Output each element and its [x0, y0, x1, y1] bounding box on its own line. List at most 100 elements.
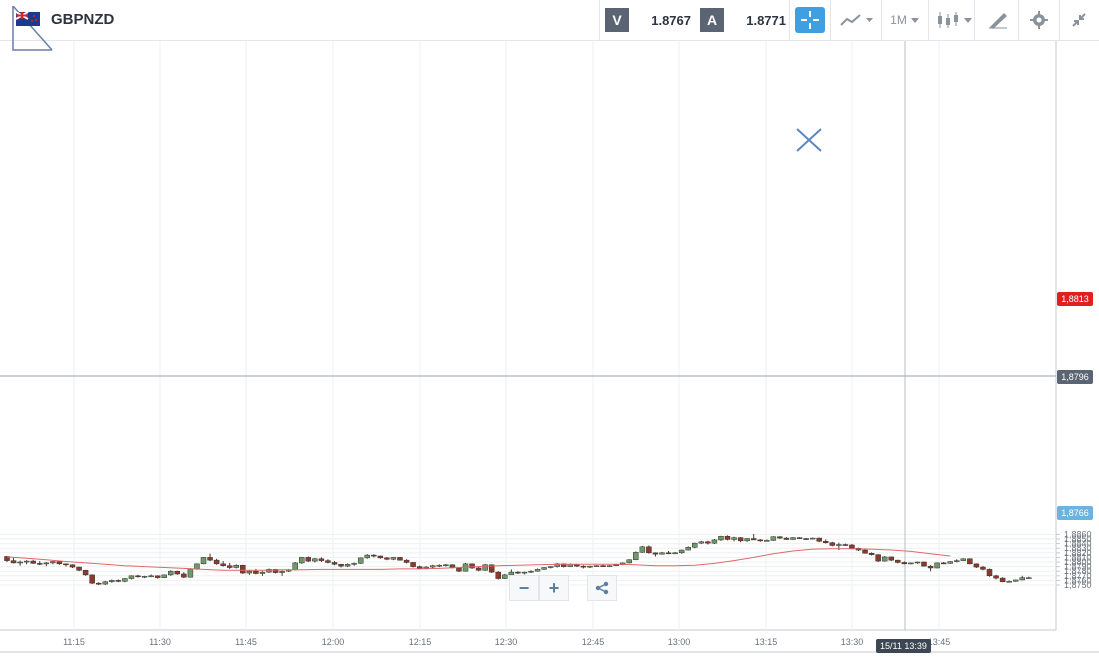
minus-icon: − — [518, 577, 530, 598]
bull-candle — [246, 570, 253, 574]
bull-candle — [731, 537, 737, 540]
chevron-down-icon — [910, 18, 919, 23]
x-tick-label: 12:45 — [582, 637, 605, 647]
bull-candle — [711, 539, 718, 544]
bear-candle — [783, 537, 790, 540]
crosshair-time-label: 15/11 13:39 — [876, 639, 931, 653]
bull-candle — [809, 537, 816, 540]
bull-candle — [633, 552, 639, 560]
bull-candle — [692, 542, 698, 548]
bear-candle — [842, 544, 849, 546]
y-tick-label: 1,8810 — [1064, 552, 1092, 562]
bear-candle — [174, 570, 181, 575]
buy-price-button[interactable]: A 1.8771 — [700, 6, 786, 34]
drawing-tool-button[interactable] — [980, 6, 1016, 34]
sell-price-button[interactable]: V 1.8767 — [605, 6, 691, 34]
bull-candle — [390, 557, 397, 560]
bull-candle — [344, 564, 351, 567]
x-tick-label: 13:30 — [841, 637, 864, 647]
bear-candle — [56, 561, 63, 565]
candle-type-button[interactable] — [934, 6, 978, 34]
bear-candle — [862, 549, 868, 554]
x-tick-label: 13:15 — [755, 637, 778, 647]
bear-candle — [403, 559, 410, 563]
x-tick-label: 12:30 — [495, 637, 518, 647]
bull-candle — [881, 556, 888, 562]
symbol-title: GBPNZD — [51, 11, 115, 28]
bull-candle — [279, 570, 285, 573]
x-tick-label: 13:00 — [668, 637, 691, 647]
bull-candle — [141, 576, 148, 578]
bear-candle — [253, 570, 259, 574]
settings-button[interactable] — [1024, 6, 1054, 34]
bear-candle — [305, 557, 312, 562]
bull-candle — [659, 552, 665, 555]
bull-candle — [528, 570, 534, 573]
bear-candle — [488, 564, 495, 573]
share-icon — [595, 581, 609, 595]
candle-chart-icon — [938, 12, 972, 28]
bull-candle — [698, 541, 705, 544]
zoom-in-button[interactable]: + — [539, 575, 569, 601]
chart-type-button[interactable] — [838, 6, 876, 34]
bull-candle — [718, 535, 724, 541]
bull-candle — [836, 544, 842, 546]
bull-candle — [770, 536, 777, 541]
bull-candle — [292, 562, 298, 571]
bear-candle — [515, 571, 521, 574]
close-marker-icon — [796, 128, 822, 152]
bear-candle — [115, 580, 122, 582]
bear-candle — [95, 582, 102, 585]
x-axis: 11:15 11:30 11:45 12:00 12:15 12:30 12:45 13:00… — [63, 637, 950, 647]
bear-candle — [371, 554, 377, 557]
price-chart[interactable]: 1,87501,87601,87701,87801,87901,88001,88… — [0, 41, 1099, 657]
bull-candle — [606, 565, 613, 567]
bear-candle — [823, 541, 829, 543]
bull-candle — [200, 557, 207, 565]
bull-candle — [43, 562, 50, 565]
y-tick-label: 1,8770 — [1064, 571, 1092, 581]
bull-candle — [187, 568, 194, 578]
bull-candle — [534, 569, 541, 572]
bull-candle — [122, 578, 128, 582]
crosshair-button[interactable] — [795, 7, 825, 33]
y-tick-label: 1,8780 — [1064, 566, 1092, 576]
bear-candle — [724, 535, 731, 540]
bear-candle — [737, 537, 744, 542]
x-tick-label: 11:15 — [63, 637, 85, 647]
timeframe-button[interactable]: 1M — [887, 6, 923, 34]
divider — [1018, 0, 1019, 40]
share-button[interactable] — [587, 575, 617, 601]
bull-candle — [17, 561, 23, 564]
x-tick-label: 11:45 — [235, 637, 257, 647]
collapse-button[interactable] — [1064, 6, 1094, 34]
zoom-out-button[interactable]: − — [509, 575, 539, 601]
timeframe-label: 1M — [890, 13, 907, 27]
bull-candle — [148, 575, 154, 578]
bull-candle — [102, 581, 108, 585]
bull-candle — [23, 560, 30, 563]
bear-candle — [999, 577, 1006, 583]
bear-candle — [803, 538, 809, 540]
bull-candle — [521, 571, 528, 574]
bull-candle — [364, 554, 370, 559]
y-tick-label: 1,8830 — [1064, 543, 1092, 553]
divider — [928, 0, 929, 40]
bear-candle — [220, 563, 226, 566]
bull-candle — [764, 540, 770, 542]
divider — [599, 0, 600, 40]
bull-candle — [259, 571, 266, 574]
x-tick-label: 12:00 — [322, 637, 345, 647]
bear-candle — [181, 573, 187, 578]
y-tick-label: 1,8790 — [1064, 562, 1092, 572]
bull-candle — [914, 561, 921, 564]
flag-icon — [16, 12, 40, 26]
sell-price: 1.8767 — [651, 12, 691, 28]
bear-candle — [495, 571, 501, 579]
buy-price: 1.8771 — [746, 12, 786, 28]
bear-candle — [63, 563, 69, 566]
bull-candle — [299, 557, 305, 564]
bull-candle — [508, 571, 515, 576]
divider — [830, 0, 831, 40]
crosshair-icon — [801, 11, 819, 29]
